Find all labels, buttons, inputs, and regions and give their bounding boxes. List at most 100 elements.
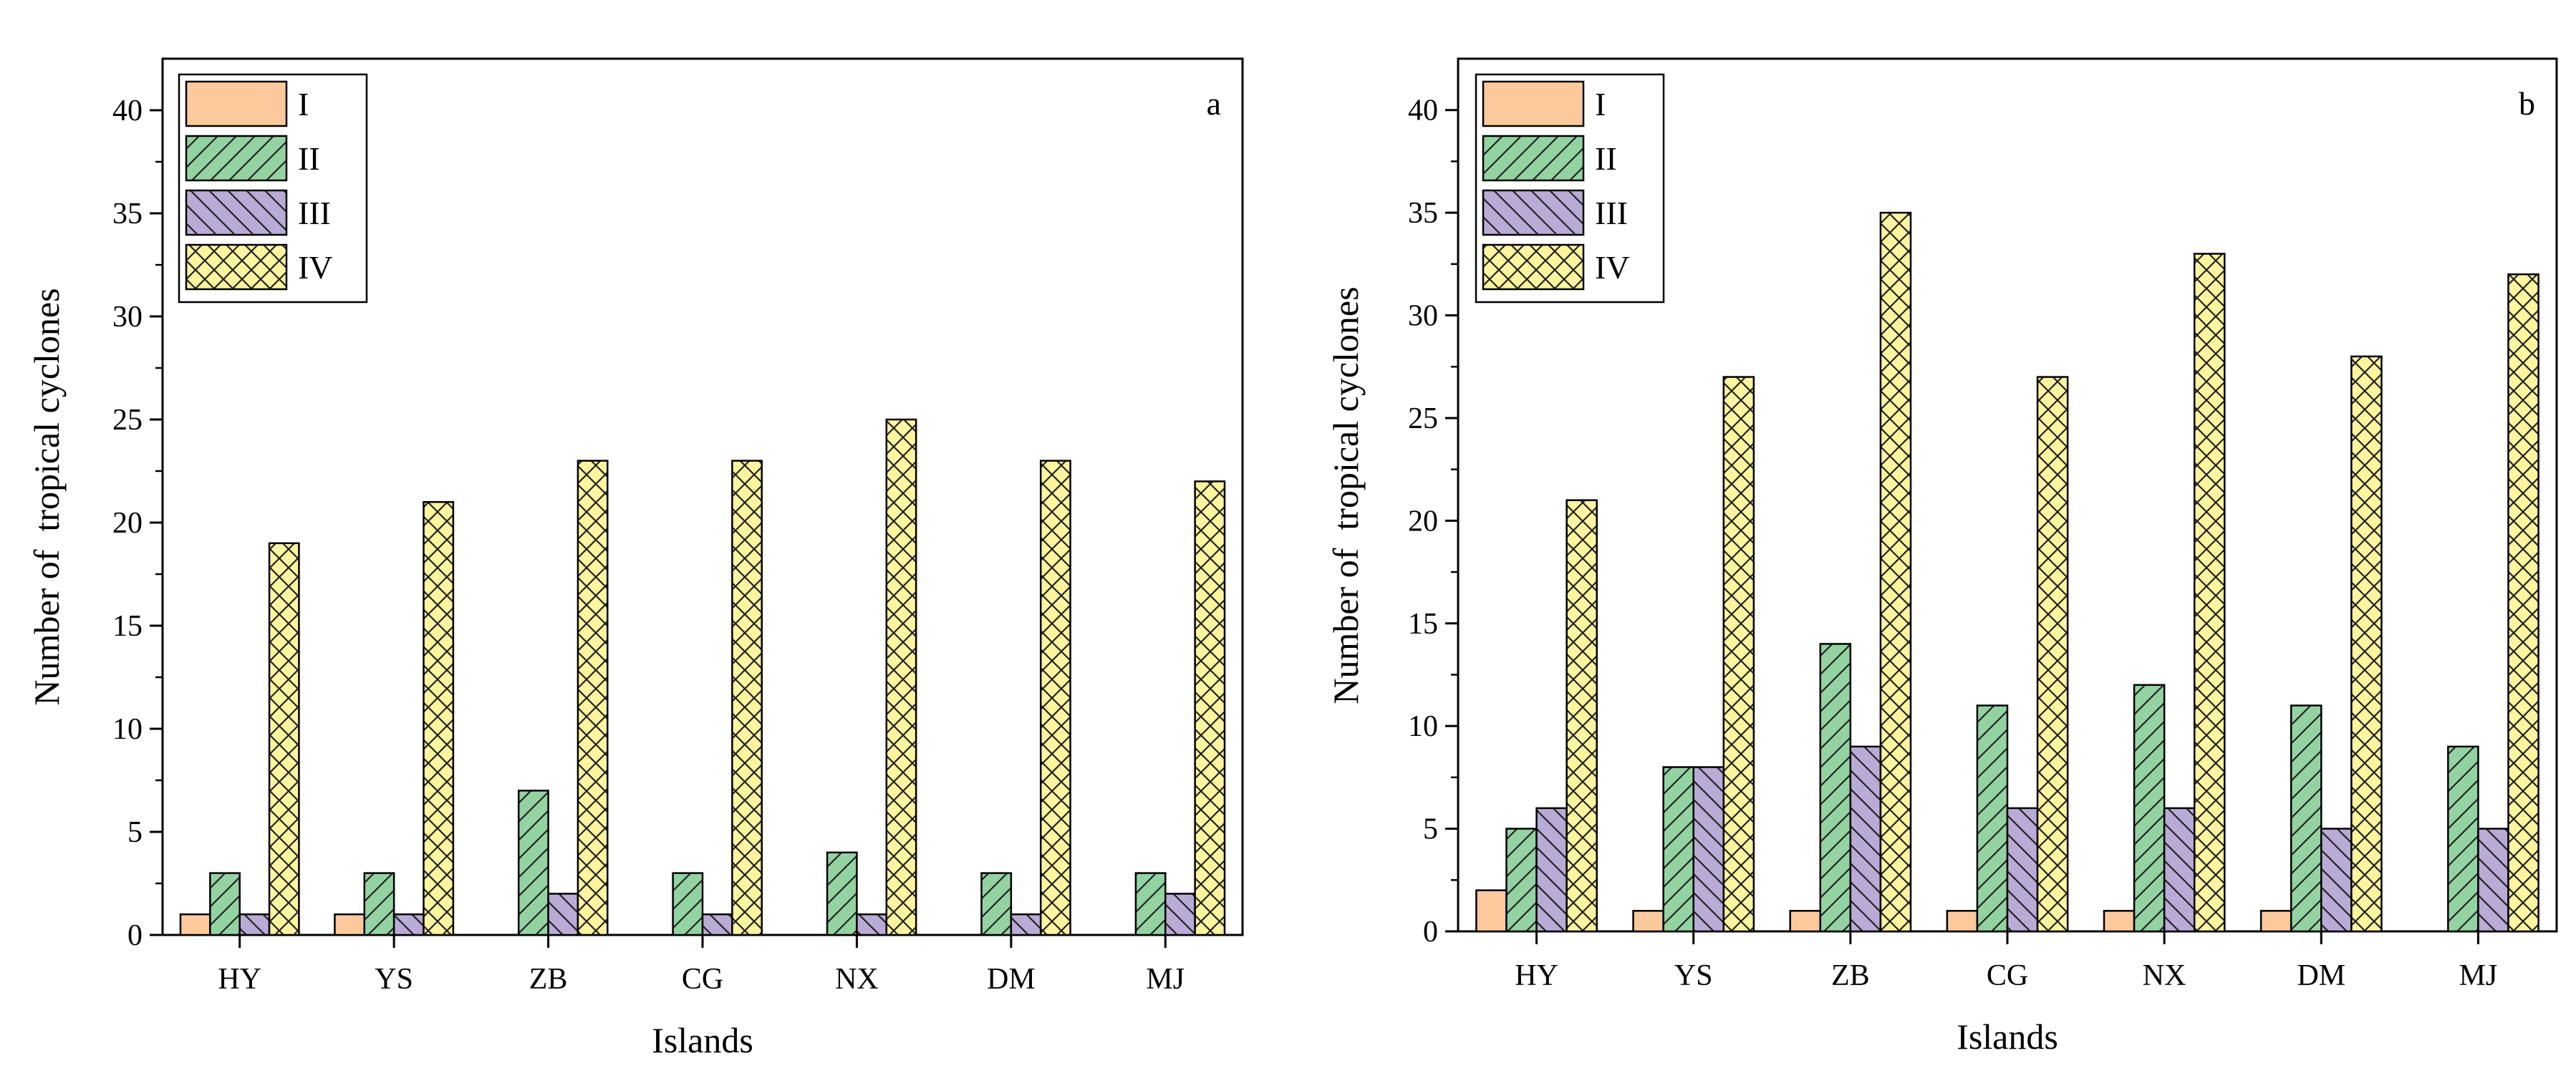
y-tick-label: 30	[1408, 300, 1438, 333]
bar-i-cg	[1946, 910, 1979, 933]
bar-ii-ys	[1662, 766, 1694, 933]
bar-iii-hy	[238, 913, 271, 936]
legend-label-iv: IV	[298, 249, 333, 286]
bar-i-zb	[1789, 910, 1822, 933]
bar-iv-mj	[2507, 273, 2539, 933]
y-axis-title: Number of tropical cyclones	[26, 288, 67, 705]
bar-i-ys	[1632, 910, 1664, 933]
bar-iii-mj	[2477, 828, 2509, 933]
bar-ii-cg	[1976, 704, 2009, 933]
x-tick-label-dm: DM	[2297, 959, 2345, 992]
y-tick-label: 35	[1408, 197, 1438, 230]
y-tick-label: 25	[1408, 402, 1438, 435]
legend-swatch-iv	[185, 243, 288, 291]
chart-panel-a: 0 5 10 15 20 25 30 35 40 HY YS ZB CG NX DM MJ Number of …	[26, 57, 1244, 1060]
x-tick-label-dm: DM	[987, 963, 1036, 996]
bar-iv-dm	[1039, 460, 1071, 936]
x-tick-label-ys: YS	[1674, 959, 1713, 992]
bar-iv-nx	[2193, 253, 2226, 933]
bar-iv-hy	[1566, 499, 1598, 933]
bar-iii-zb	[547, 893, 579, 936]
bar-iv-dm	[2350, 355, 2383, 933]
y-tick-label: 10	[1408, 710, 1438, 743]
bar-ii-nx	[826, 851, 858, 936]
bar-ii-nx	[2133, 684, 2166, 933]
x-tick-label-cg: CG	[682, 963, 723, 996]
legend-label-iv: IV	[1595, 249, 1630, 286]
y-tick-label: 20	[112, 507, 143, 540]
bar-ii-dm	[980, 872, 1013, 936]
x-tick-label-zb: ZB	[529, 963, 568, 996]
bar-i-nx	[2103, 910, 2136, 933]
x-tick-label-ys: YS	[375, 963, 413, 996]
bar-ii-cg	[672, 872, 704, 936]
legend-label-i: I	[298, 86, 309, 122]
y-tick-label: 20	[1408, 505, 1438, 538]
x-tick-label-nx: NX	[835, 963, 879, 996]
bar-iii-ys	[392, 913, 425, 936]
legend-label-iii: III	[298, 195, 331, 231]
bar-ii-mj	[2447, 745, 2479, 933]
y-tick-label: 10	[112, 713, 143, 746]
bar-iv-hy	[268, 542, 300, 936]
bar-i-hy	[1475, 889, 1508, 933]
legend-swatch-iii	[185, 189, 288, 236]
bar-iii-nx	[856, 913, 888, 936]
legend-swatch-i	[1482, 80, 1585, 127]
bar-iv-nx	[885, 418, 917, 936]
bar-iii-nx	[2163, 807, 2196, 933]
panel-label: a	[1207, 85, 1221, 122]
y-tick-label: 15	[112, 610, 143, 643]
bar-i-hy	[179, 913, 211, 936]
y-tick-label: 35	[112, 198, 143, 231]
x-axis-title: Islands	[652, 1020, 753, 1060]
y-tick-label: 15	[1408, 608, 1438, 641]
x-tick-label-cg: CG	[1987, 959, 2028, 992]
bar-iv-zb	[1879, 211, 1912, 933]
legend-swatch-ii	[185, 135, 288, 182]
bar-iv-zb	[577, 460, 609, 936]
legend-swatch-iii	[1482, 189, 1585, 236]
bar-ii-hy	[209, 872, 241, 936]
legend-label-ii: II	[298, 140, 320, 177]
y-axis-title: Number of tropical cyclones	[1326, 286, 1366, 704]
bar-iii-hy	[1535, 807, 1568, 933]
x-tick-label-hy: HY	[218, 963, 261, 996]
legend-swatch-i	[185, 80, 288, 127]
y-tick-label: 40	[112, 94, 143, 127]
bar-ii-hy	[1505, 828, 1538, 933]
legend-swatch-ii	[1482, 135, 1585, 182]
y-tick-label: 5	[127, 816, 143, 849]
bar-ii-zb	[1819, 643, 1852, 933]
bar-ii-ys	[363, 872, 395, 936]
x-tick-label-mj: MJ	[1146, 963, 1185, 996]
bar-iii-ys	[1692, 766, 1725, 933]
bar-iv-cg	[731, 460, 763, 936]
bar-ii-mj	[1134, 872, 1167, 936]
bar-iii-dm	[2320, 828, 2353, 933]
x-tick-label-zb: ZB	[1831, 959, 1870, 992]
bar-iii-dm	[1010, 913, 1042, 936]
bar-iii-mj	[1164, 893, 1196, 936]
legend-label-i: I	[1595, 86, 1606, 122]
bar-ii-zb	[517, 790, 549, 936]
x-tick-label-nx: NX	[2143, 959, 2186, 992]
y-tick-label: 30	[112, 301, 143, 334]
chart-panel-b: 0 5 10 15 20 25 30 35 40 HY YS ZB CG NX DM MJ Number of …	[1326, 57, 2558, 1057]
y-tick-label: 0	[127, 919, 143, 952]
legend-swatch-iv	[1482, 243, 1585, 291]
bar-ii-dm	[2290, 704, 2322, 933]
bar-iv-ys	[423, 500, 455, 936]
x-tick-label-hy: HY	[1515, 959, 1558, 992]
panel-label: b	[2519, 85, 2535, 122]
bar-iv-ys	[1722, 376, 1755, 933]
bar-i-dm	[2259, 910, 2292, 933]
legend-label-ii: II	[1595, 140, 1617, 177]
y-tick-label: 25	[112, 404, 143, 437]
bar-iii-cg	[2006, 807, 2039, 933]
x-tick-label-mj: MJ	[2459, 959, 2498, 992]
